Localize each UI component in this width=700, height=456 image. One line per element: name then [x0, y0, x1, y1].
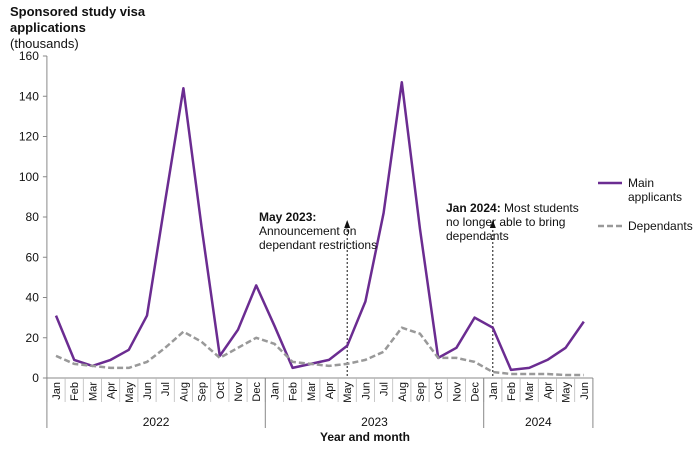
annotation-jan-2024-title: Jan 2024:	[446, 201, 501, 215]
x-tick-label-month: Jul	[379, 382, 391, 396]
annotation-may-2023-line2: dependant restrictions	[259, 238, 378, 252]
x-tick-label-month: Sep	[197, 382, 209, 402]
x-tick-label-month: Nov	[233, 382, 245, 402]
x-tick-label-month: Dec	[470, 382, 482, 402]
x-year-label: 2022	[143, 415, 170, 429]
x-tick-label-month: Mar	[524, 382, 536, 401]
x-tick-label-month: May	[342, 382, 354, 403]
chart-title-line1: Sponsored study visa	[10, 4, 146, 19]
legend-main-line1: Main	[628, 176, 655, 190]
legend-swatch-main	[598, 181, 622, 185]
y-tick-label: 120	[19, 130, 39, 144]
x-tick-label-month: Jan	[269, 382, 281, 400]
x-year-label: 2024	[525, 415, 552, 429]
x-tick-label-month: Jun	[360, 382, 372, 400]
x-tick-label-month: Mar	[306, 382, 318, 401]
y-axis-title: Sponsored study visa applications (thous…	[10, 4, 145, 52]
y-tick-label: 140	[19, 89, 39, 103]
annotation-jan-2024-line2: no longer able to bring	[446, 215, 566, 229]
x-tick-label-month: Feb	[69, 382, 81, 401]
annotation-jan-2024-line1: Most students	[504, 201, 579, 215]
x-tick-label-month: Oct	[433, 382, 445, 399]
annotation-jan-2024: Jan 2024: Most students no longer able t…	[446, 201, 579, 243]
x-tick-label-month: Mar	[87, 382, 99, 401]
x-tick-label-month: Apr	[324, 382, 336, 399]
x-tick-label-month: Aug	[397, 382, 409, 402]
x-year-label: 2023	[361, 415, 388, 429]
x-tick-label-month: Sep	[415, 382, 427, 402]
x-tick-label-month: Jan	[51, 382, 63, 400]
y-axis: 0 20 40 60 80 100 120 140 160	[19, 49, 48, 385]
x-tick-label-month: Jan	[488, 382, 500, 400]
x-tick-label-month: Oct	[215, 382, 227, 399]
chart-title-line2: applications	[10, 20, 86, 35]
x-axis: Jan Feb Mar Apr May Jun Jul Aug Sep Oct Nov Dec Jan F…	[46, 377, 594, 429]
x-tick-label-month: Nov	[451, 382, 463, 402]
x-axis-title: Year and month	[319, 430, 411, 444]
x-tick-label-month: Aug	[178, 382, 190, 402]
y-tick-label: 20	[26, 331, 40, 345]
x-tick-label-month: Apr	[106, 382, 118, 399]
x-tick-label-month: May	[124, 382, 136, 403]
y-tick-label: 0	[32, 371, 39, 385]
series-lines	[54, 80, 585, 377]
x-tick-label-month: Jun	[142, 382, 154, 400]
legend-swatch-dependants	[598, 224, 622, 228]
annotation-arrow-head	[489, 220, 496, 228]
y-tick-label: 160	[19, 49, 39, 63]
annotation-jan-2024-line3: dependants	[446, 229, 509, 243]
x-tick-label-month: Feb	[288, 382, 300, 401]
annotation-may-2023-line1: Announcement on	[259, 224, 357, 238]
legend-dependants-label: Dependants	[628, 219, 693, 233]
y-tick-label: 80	[26, 210, 40, 224]
y-tick-label: 40	[26, 291, 40, 305]
series-line-main-applicants	[54, 80, 585, 372]
x-tick-label-month: Jun	[579, 382, 591, 400]
annotation-may-2023: May 2023: Announcement on dependant rest…	[259, 210, 377, 252]
y-tick-label: 100	[19, 170, 39, 184]
annotation-may-2023-title: May 2023:	[259, 210, 317, 224]
x-tick-label-month: Apr	[542, 382, 554, 399]
series-line-dependants	[55, 326, 584, 377]
annotation-arrow-head	[344, 220, 351, 228]
x-tick-label-month: May	[561, 382, 573, 403]
x-tick-label-month: Feb	[506, 382, 518, 401]
annotation-arrows	[344, 220, 496, 376]
y-tick-label: 60	[26, 250, 40, 264]
y-axis-units: (thousands)	[10, 36, 79, 51]
legend-main-line2: applicants	[628, 190, 683, 204]
x-tick-label-month: Jul	[160, 382, 172, 396]
x-tick-label-month: Dec	[251, 382, 263, 402]
